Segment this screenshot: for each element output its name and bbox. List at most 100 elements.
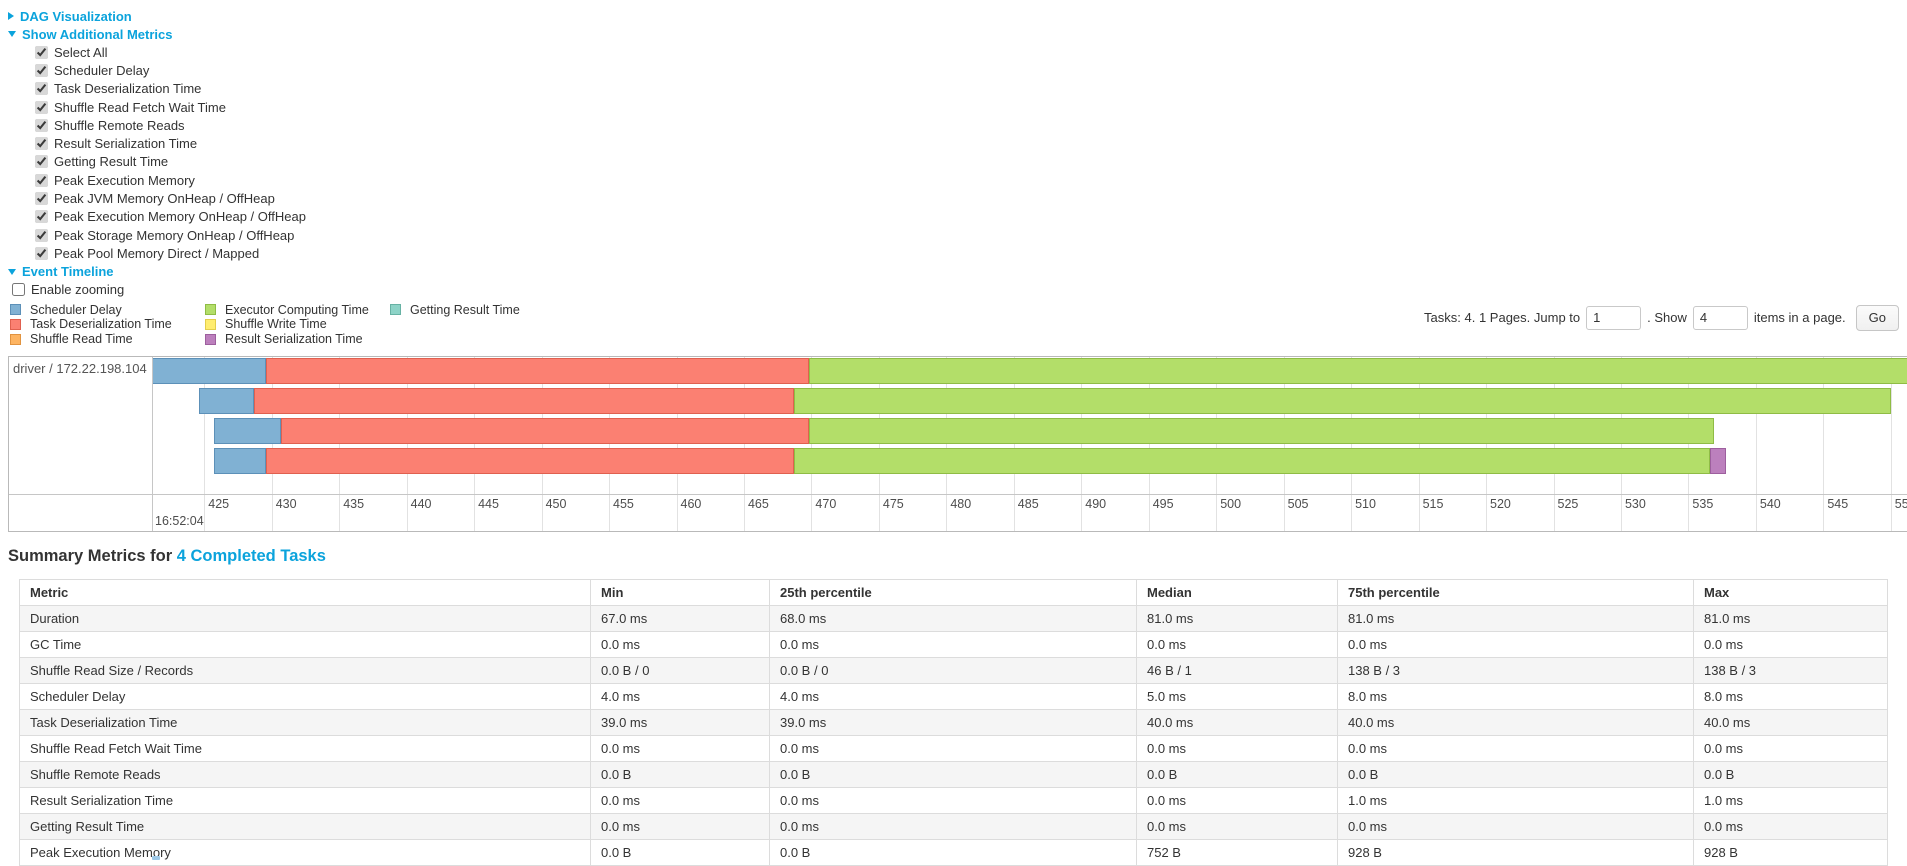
metric-value-cell: 0.0 ms — [1136, 786, 1338, 814]
metric-checkbox[interactable] — [35, 173, 48, 187]
legend-entry: Getting Result Time — [390, 303, 520, 318]
metric-checkbox[interactable] — [35, 246, 48, 260]
executor-group-label: driver / 172.22.198.104 — [13, 360, 147, 376]
table-row: Shuffle Read Fetch Wait Time 0.0 ms 0.0 ms… — [19, 734, 1888, 762]
result-serialization-swatch-icon — [205, 333, 216, 345]
timeline-tick-label: 445 — [478, 496, 499, 511]
metric-checkbox[interactable] — [35, 45, 48, 59]
task-deserialization-swatch-icon — [10, 318, 21, 330]
metric-value-cell: 0.0 ms — [1136, 734, 1338, 762]
timeline-gridline — [1755, 356, 1757, 531]
summary-metrics-table: Metric Min 25th percentile Median 75th perce… — [19, 578, 1888, 866]
metric-checkbox-row[interactable]: Peak Execution Memory — [35, 171, 1899, 189]
task-bar-scheduler-delay[interactable] — [213, 417, 282, 444]
go-button[interactable]: Go — [1855, 304, 1899, 331]
timeline-gridline — [1216, 356, 1218, 531]
show-additional-metrics-toggle[interactable]: Show Additional Metrics — [8, 25, 1899, 43]
event-timeline-link[interactable]: Event Timeline — [22, 264, 114, 280]
show-additional-metrics-link[interactable]: Show Additional Metrics — [22, 26, 173, 42]
task-bar-scheduler-delay[interactable] — [153, 357, 267, 384]
task-bar-executor-computing[interactable] — [808, 357, 1907, 384]
items-per-page-label: items in a page. — [1753, 310, 1846, 326]
timeline-gridline — [1351, 356, 1353, 531]
dag-visualization-link[interactable]: DAG Visualization — [20, 8, 132, 24]
timeline-tick-label: 435 — [343, 496, 365, 511]
metric-value-cell: 0.0 ms — [769, 812, 1137, 840]
metric-value-cell: 0.0 B — [590, 760, 770, 788]
jump-to-page-input[interactable] — [1586, 305, 1642, 330]
metric-checkbox-row[interactable]: Peak JVM Memory OnHeap / OffHeap — [35, 189, 1899, 207]
timeline-time-label: 16:52:04 — [155, 513, 204, 528]
scheduler-delay-swatch-icon — [10, 304, 21, 316]
metric-checkbox-row[interactable]: Peak Storage Memory OnHeap / OffHeap — [35, 226, 1899, 244]
metric-name-cell: Shuffle Read Size / Records — [19, 656, 591, 684]
timeline-gridline — [609, 356, 611, 531]
metric-checkbox[interactable] — [35, 192, 48, 206]
timeline-gridline — [811, 356, 813, 531]
legend-entry: Scheduler Delay — [10, 303, 205, 318]
metric-checkbox-row[interactable]: Peak Execution Memory OnHeap / OffHeap — [35, 208, 1899, 226]
metric-checkbox[interactable] — [35, 63, 48, 77]
legend-column: Scheduler Delay Task Deserialization Time… — [10, 303, 205, 347]
metric-checkbox[interactable] — [35, 82, 48, 96]
metric-checkbox-row[interactable]: Task Deserialization Time — [35, 80, 1899, 98]
metric-value-cell: 68.0 ms — [769, 604, 1137, 632]
dag-visualization-toggle[interactable]: DAG Visualization — [8, 7, 1899, 25]
timeline-gridline — [676, 356, 678, 531]
task-bar-scheduler-delay[interactable] — [198, 387, 255, 414]
task-bar-executor-computing[interactable] — [808, 417, 1715, 444]
task-bar-executor-computing[interactable] — [793, 387, 1891, 414]
task-bar-task-deserialization[interactable] — [254, 387, 794, 414]
timeline-gridline — [1890, 356, 1892, 531]
completed-tasks-link[interactable]: 4 Completed Tasks — [176, 546, 326, 565]
metric-checkbox[interactable] — [35, 137, 48, 151]
metric-value-cell: 39.0 ms — [590, 708, 770, 736]
event-timeline-toggle[interactable]: Event Timeline — [8, 263, 1899, 281]
metric-checkbox[interactable] — [35, 100, 48, 114]
enable-zooming-checkbox[interactable] — [12, 283, 25, 297]
metric-value-cell: 40.0 ms — [1136, 708, 1338, 736]
timeline-gridline — [1283, 356, 1285, 531]
metric-checkbox-row[interactable]: Scheduler Delay — [35, 61, 1899, 79]
metric-checkbox-row[interactable]: Shuffle Remote Reads — [35, 116, 1899, 134]
metric-name-cell: Duration — [19, 604, 591, 632]
metric-checkbox[interactable] — [35, 210, 48, 224]
metric-checkbox-row[interactable]: Result Serialization Time — [35, 134, 1899, 152]
legend-entry: Task Deserialization Time — [10, 317, 205, 332]
timeline-tick-label: 465 — [747, 496, 769, 511]
timeline-tick-label: 535 — [1692, 496, 1714, 511]
task-bar-result-serialization[interactable] — [1710, 447, 1727, 474]
task-bar-task-deserialization[interactable] — [266, 357, 809, 384]
metric-checkbox[interactable] — [35, 118, 48, 132]
timeline-gridline — [541, 356, 543, 531]
legend-entry: Executor Computing Time — [205, 303, 390, 318]
metric-checkbox-row[interactable]: Peak Pool Memory Direct / Mapped — [35, 244, 1899, 262]
task-bar-executor-computing[interactable] — [793, 447, 1710, 474]
column-header: 25th percentile — [769, 578, 1137, 606]
metric-checkbox-label: Peak Storage Memory OnHeap / OffHeap — [54, 227, 295, 243]
timeline-gridline — [1688, 356, 1690, 531]
metric-checkbox-row[interactable]: Select All — [35, 43, 1899, 61]
items-per-page-input[interactable] — [1692, 305, 1748, 330]
metric-checkbox[interactable] — [35, 228, 48, 242]
task-bar-scheduler-delay[interactable] — [213, 447, 267, 474]
timeline-tick-label: 475 — [882, 496, 904, 511]
metric-checkbox-row[interactable]: Shuffle Read Fetch Wait Time — [35, 98, 1899, 116]
metric-value-cell: 138 B / 3 — [1693, 656, 1888, 684]
metric-value-cell: 0.0 ms — [769, 734, 1137, 762]
timeline-tick-label: 425 — [208, 496, 230, 511]
enable-zooming-row[interactable]: Enable zooming — [12, 281, 1899, 299]
timeline-tick-label: 500 — [1220, 496, 1242, 511]
metric-value-cell: 928 B — [1693, 838, 1888, 866]
metric-value-cell: 0.0 B — [769, 838, 1137, 866]
task-bar-task-deserialization[interactable] — [281, 417, 809, 444]
task-bar-task-deserialization[interactable] — [266, 447, 794, 474]
metric-checkbox-row[interactable]: Getting Result Time — [35, 153, 1899, 171]
metric-checkbox[interactable] — [35, 155, 48, 169]
timeline-plot-area[interactable]: 425 430 435 440 445 450 455 460 465 470 475 480 485 4… — [153, 356, 1907, 531]
shuffle-write-swatch-icon — [205, 318, 216, 330]
metric-value-cell: 67.0 ms — [590, 604, 770, 632]
metric-value-cell: 0.0 B / 0 — [590, 656, 770, 684]
metric-value-cell: 0.0 B / 0 — [769, 656, 1137, 684]
metric-name-cell: Peak Execution Memory — [19, 838, 591, 866]
